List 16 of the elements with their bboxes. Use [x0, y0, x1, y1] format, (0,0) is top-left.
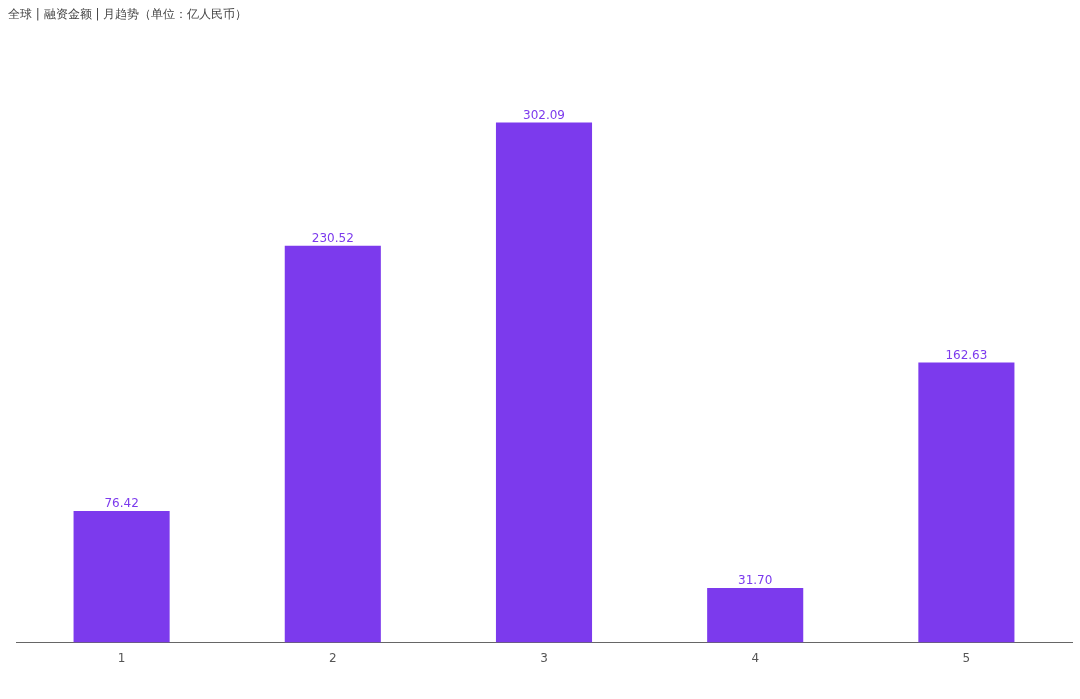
bar	[495, 122, 593, 643]
x-tick-label: 2	[328, 650, 337, 665]
x-tick-label: 1	[117, 650, 126, 665]
chart-title: 全球 | 融资金额 | 月趋势（单位：亿人民币）	[8, 6, 248, 23]
x-tick-label: 4	[751, 650, 760, 665]
bar	[284, 245, 381, 643]
data-label: 302.09	[523, 107, 565, 122]
x-tick-label: 5	[962, 650, 971, 665]
bar	[918, 362, 1015, 643]
data-label: 76.42	[104, 496, 139, 511]
data-label: 31.70	[738, 573, 773, 588]
bar	[73, 511, 170, 643]
data-label: 230.52	[311, 230, 354, 245]
data-label: 162.63	[945, 347, 988, 362]
bar	[707, 588, 804, 643]
x-tick-label: 3	[540, 650, 548, 665]
